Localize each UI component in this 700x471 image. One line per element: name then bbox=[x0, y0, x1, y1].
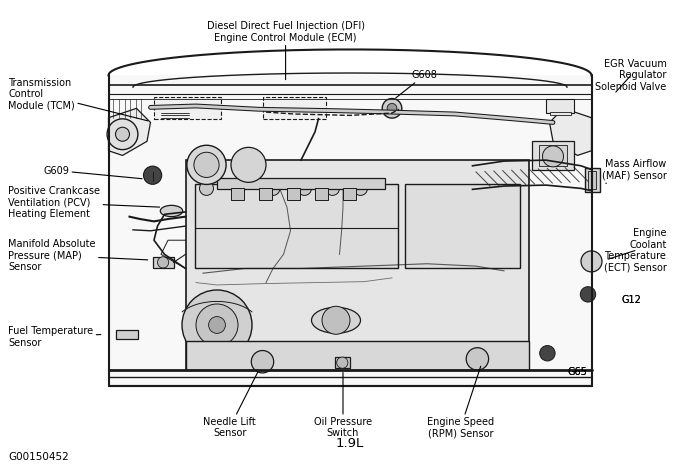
Bar bbox=[405, 184, 520, 268]
Text: Engine
Coolant
Temperature
(ECT) Sensor: Engine Coolant Temperature (ECT) Sensor bbox=[603, 228, 666, 273]
Circle shape bbox=[266, 181, 280, 195]
Ellipse shape bbox=[312, 307, 360, 333]
Circle shape bbox=[231, 181, 245, 195]
Circle shape bbox=[540, 346, 555, 361]
Circle shape bbox=[194, 152, 219, 178]
Text: Transmission
Control
Module (TCM): Transmission Control Module (TCM) bbox=[8, 78, 148, 121]
Bar bbox=[262, 97, 326, 119]
Circle shape bbox=[581, 251, 602, 272]
Text: G65: G65 bbox=[567, 367, 587, 377]
Text: Engine Speed
(RPM) Sensor: Engine Speed (RPM) Sensor bbox=[427, 366, 494, 439]
Text: EGR Vacuum
Regulator
Solenoid Valve: EGR Vacuum Regulator Solenoid Valve bbox=[595, 59, 666, 92]
Circle shape bbox=[144, 166, 162, 184]
Circle shape bbox=[322, 306, 350, 334]
Circle shape bbox=[466, 348, 489, 370]
Bar bbox=[343, 188, 356, 200]
Text: Oil Pressure
Switch: Oil Pressure Switch bbox=[314, 373, 372, 439]
Circle shape bbox=[326, 181, 340, 195]
Circle shape bbox=[199, 181, 213, 195]
Text: Diesel Direct Fuel Injection (DFI)
Engine Control Module (ECM): Diesel Direct Fuel Injection (DFI) Engin… bbox=[206, 21, 365, 80]
Bar bbox=[335, 357, 350, 368]
Circle shape bbox=[580, 287, 596, 302]
Bar bbox=[154, 97, 220, 119]
Text: G609: G609 bbox=[43, 165, 142, 179]
Circle shape bbox=[231, 147, 266, 182]
Bar bbox=[195, 184, 398, 268]
Bar bbox=[116, 330, 138, 339]
Bar bbox=[108, 75, 592, 386]
Circle shape bbox=[337, 357, 348, 368]
Circle shape bbox=[354, 181, 368, 195]
Bar bbox=[546, 99, 574, 113]
Circle shape bbox=[187, 145, 226, 185]
Bar bbox=[588, 171, 596, 189]
Bar bbox=[217, 178, 385, 189]
Bar bbox=[315, 188, 328, 200]
Circle shape bbox=[196, 304, 238, 346]
Polygon shape bbox=[550, 108, 592, 155]
Ellipse shape bbox=[160, 205, 183, 217]
Circle shape bbox=[209, 317, 225, 333]
Circle shape bbox=[107, 119, 138, 150]
Circle shape bbox=[387, 104, 397, 113]
Polygon shape bbox=[108, 108, 150, 155]
Bar bbox=[153, 257, 174, 268]
Bar bbox=[550, 112, 570, 115]
Text: Positive Crankcase
Ventilation (PCV)
Heating Element: Positive Crankcase Ventilation (PCV) Hea… bbox=[8, 186, 160, 219]
Text: Needle Lift
Sensor: Needle Lift Sensor bbox=[203, 372, 258, 439]
Circle shape bbox=[542, 146, 564, 167]
Circle shape bbox=[382, 98, 402, 118]
Bar bbox=[231, 188, 244, 200]
Text: 1.9L: 1.9L bbox=[336, 437, 364, 450]
Text: G12: G12 bbox=[622, 295, 641, 306]
Bar bbox=[259, 188, 272, 200]
Circle shape bbox=[158, 257, 169, 268]
Bar bbox=[584, 168, 600, 192]
Circle shape bbox=[298, 181, 312, 195]
Text: Manifold Absolute
Pressure (MAP)
Sensor: Manifold Absolute Pressure (MAP) Sensor bbox=[8, 239, 148, 272]
Bar bbox=[532, 141, 574, 170]
Bar bbox=[539, 145, 567, 166]
Bar bbox=[287, 188, 300, 200]
Text: G608: G608 bbox=[395, 70, 438, 98]
Text: G00150452: G00150452 bbox=[8, 452, 69, 462]
Text: G12: G12 bbox=[622, 295, 641, 306]
Circle shape bbox=[251, 350, 274, 373]
Bar bbox=[186, 341, 528, 370]
Text: G65: G65 bbox=[567, 367, 587, 377]
Text: Fuel Temperature
Sensor: Fuel Temperature Sensor bbox=[8, 326, 101, 348]
Circle shape bbox=[116, 127, 130, 141]
Bar bbox=[186, 160, 528, 370]
Text: Mass Airflow
(MAF) Sensor: Mass Airflow (MAF) Sensor bbox=[601, 159, 666, 183]
Circle shape bbox=[182, 290, 252, 360]
